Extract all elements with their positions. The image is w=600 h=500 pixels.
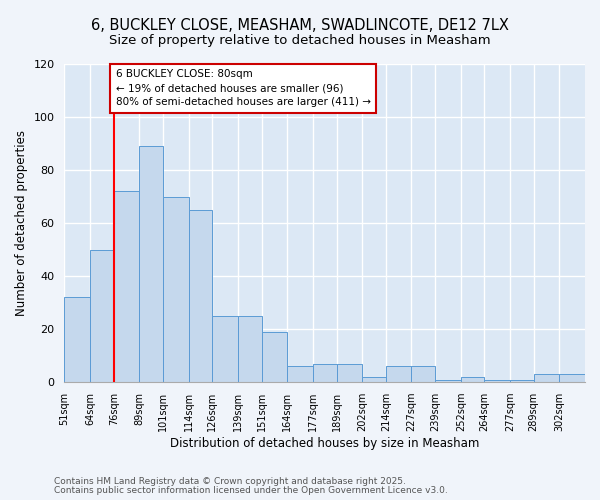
X-axis label: Distribution of detached houses by size in Measham: Distribution of detached houses by size … [170, 437, 479, 450]
Bar [534, 374, 559, 382]
Bar [559, 374, 585, 382]
Bar [114, 192, 139, 382]
Bar [238, 316, 262, 382]
Bar [163, 196, 188, 382]
Bar [510, 380, 534, 382]
Bar [484, 380, 510, 382]
Bar [212, 316, 238, 382]
Bar [461, 377, 484, 382]
Bar [188, 210, 212, 382]
Bar [139, 146, 163, 382]
Bar [435, 380, 461, 382]
Bar [386, 366, 412, 382]
Text: 6 BUCKLEY CLOSE: 80sqm
← 19% of detached houses are smaller (96)
80% of semi-det: 6 BUCKLEY CLOSE: 80sqm ← 19% of detached… [116, 70, 371, 108]
Bar [64, 298, 90, 382]
Text: Contains HM Land Registry data © Crown copyright and database right 2025.: Contains HM Land Registry data © Crown c… [54, 477, 406, 486]
Bar [337, 364, 362, 382]
Bar [287, 366, 313, 382]
Bar [90, 250, 114, 382]
Bar [362, 377, 386, 382]
Y-axis label: Number of detached properties: Number of detached properties [15, 130, 28, 316]
Bar [412, 366, 435, 382]
Bar [313, 364, 337, 382]
Bar [262, 332, 287, 382]
Text: Contains public sector information licensed under the Open Government Licence v3: Contains public sector information licen… [54, 486, 448, 495]
Text: Size of property relative to detached houses in Measham: Size of property relative to detached ho… [109, 34, 491, 47]
Text: 6, BUCKLEY CLOSE, MEASHAM, SWADLINCOTE, DE12 7LX: 6, BUCKLEY CLOSE, MEASHAM, SWADLINCOTE, … [91, 18, 509, 32]
